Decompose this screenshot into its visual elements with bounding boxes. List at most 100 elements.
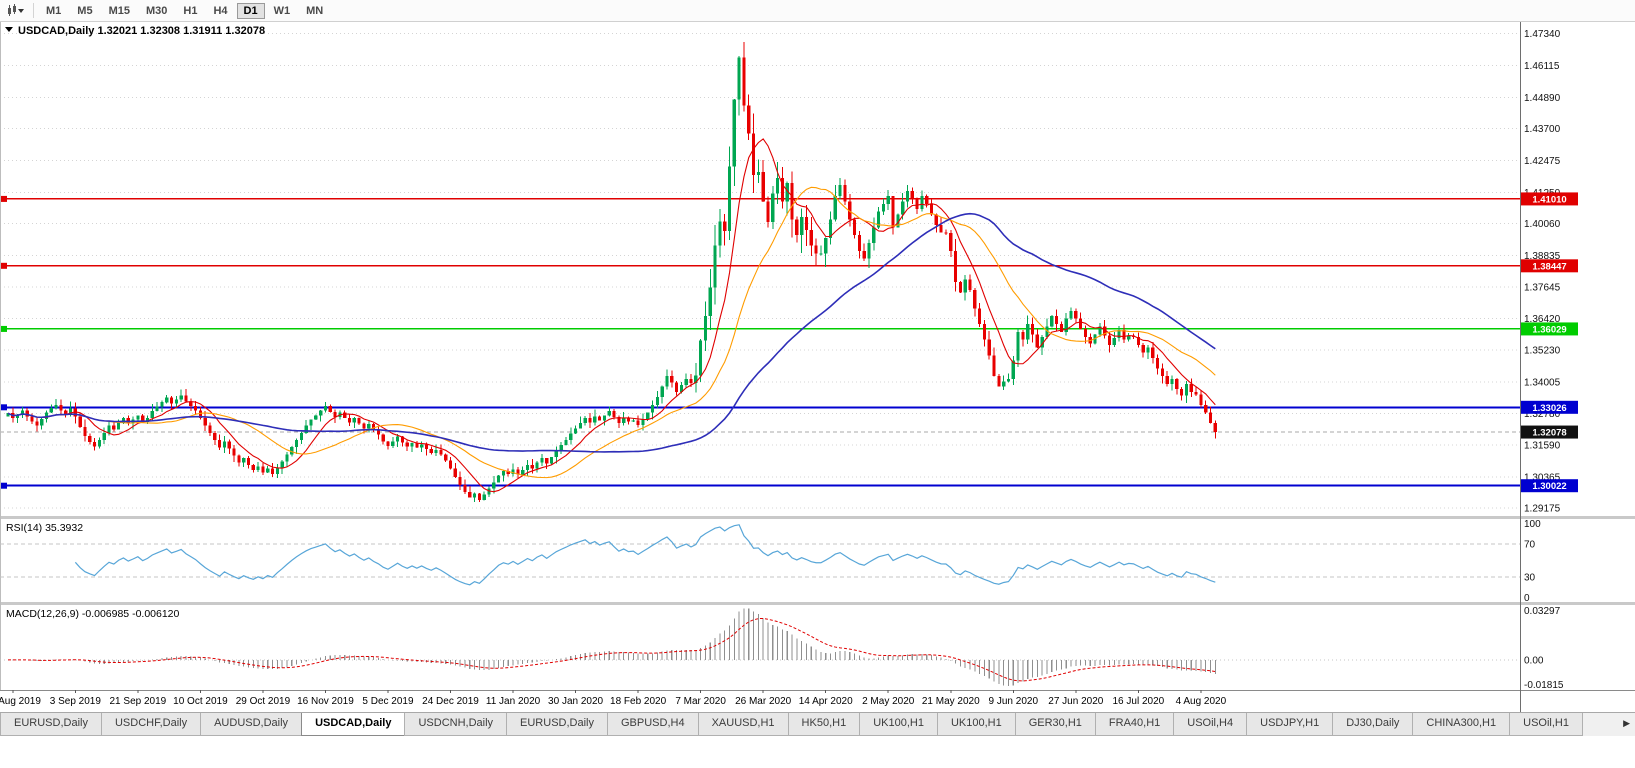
timeframe-button-d1[interactable]: D1 xyxy=(236,2,265,19)
svg-text:16 Jul 2020: 16 Jul 2020 xyxy=(1112,696,1164,707)
timeframe-toolbar: M1 M5 M15 M30 H1 H4 D1 W1 MN xyxy=(0,0,1635,22)
tabs-scroll-right-button[interactable]: ▶ xyxy=(1623,718,1630,728)
chart-tabs: EURUSD,Daily USDCHF,Daily AUDUSD,Daily USDC… xyxy=(0,713,1583,736)
svg-text:1.32078: 1.32078 xyxy=(1532,428,1566,439)
chart-tab[interactable]: DJ30,Daily xyxy=(1332,713,1414,736)
svg-text:1.37645: 1.37645 xyxy=(1524,282,1561,293)
svg-text:1.30022: 1.30022 xyxy=(1532,481,1566,492)
hline-anchor-1.36029[interactable] xyxy=(1,325,7,332)
candles xyxy=(6,41,1217,503)
timeframe-button-h1[interactable]: H1 xyxy=(183,4,198,17)
svg-text:-0.01815: -0.01815 xyxy=(1524,680,1564,691)
svg-text:0: 0 xyxy=(1524,593,1530,604)
chart-tab[interactable]: GER30,H1 xyxy=(1014,713,1096,736)
svg-text:4 Aug 2020: 4 Aug 2020 xyxy=(1176,696,1227,707)
ma-slow-line xyxy=(7,212,1216,453)
chart-tab[interactable]: USDJPY,H1 xyxy=(1246,713,1334,736)
svg-text:21 Sep 2019: 21 Sep 2019 xyxy=(110,696,167,707)
price-badge-1.36029: 1.36029 xyxy=(1521,322,1578,336)
svg-text:1.36029: 1.36029 xyxy=(1532,324,1566,335)
svg-text:0.00: 0.00 xyxy=(1524,655,1544,666)
terminal-window: M1 M5 M15 M30 H1 H4 D1 W1 MN 1.47340 1.46115 1.448… xyxy=(0,0,1635,736)
svg-text:70: 70 xyxy=(1524,539,1536,550)
rsi-line xyxy=(74,524,1216,586)
svg-text:7 Mar 2020: 7 Mar 2020 xyxy=(675,696,726,707)
timeframe-buttons: M1 M5 M15 M30 H1 H4 D1 W1 MN xyxy=(39,2,330,19)
svg-text:15 Aug 2019: 15 Aug 2019 xyxy=(0,696,41,707)
chart-tab[interactable]: FRA40,H1 xyxy=(1094,713,1175,736)
chart-tab[interactable]: USDCNH,Daily xyxy=(404,713,508,736)
svg-text:1.41010: 1.41010 xyxy=(1532,194,1566,205)
chart-tab[interactable]: EURUSD,Daily xyxy=(0,713,102,736)
svg-text:29 Oct 2019: 29 Oct 2019 xyxy=(236,696,291,707)
candlestick-periods-icon xyxy=(8,4,24,16)
svg-text:1.38835: 1.38835 xyxy=(1524,251,1561,262)
price-badge-1.41010: 1.41010 xyxy=(1521,192,1578,206)
panel-separators[interactable] xyxy=(0,516,1635,691)
svg-text:18 Feb 2020: 18 Feb 2020 xyxy=(610,696,667,707)
svg-text:1.40060: 1.40060 xyxy=(1524,219,1561,230)
macd-histogram xyxy=(12,608,1216,687)
price-grid xyxy=(0,33,1520,509)
svg-text:2 May 2020: 2 May 2020 xyxy=(862,696,915,707)
svg-text:1.42475: 1.42475 xyxy=(1524,156,1561,167)
svg-text:9 Jun 2020: 9 Jun 2020 xyxy=(989,696,1039,707)
rsi-label: RSI(14) 35.3932 xyxy=(6,522,83,534)
timeframe-button-m30[interactable]: M30 xyxy=(145,4,168,17)
timeframe-button-w1[interactable]: W1 xyxy=(273,4,291,17)
hline-anchor-1.41010[interactable] xyxy=(1,195,7,202)
timeframe-button-h4[interactable]: H4 xyxy=(213,4,228,17)
macd-signal-line xyxy=(7,617,1216,682)
price-badge-1.33026: 1.33026 xyxy=(1521,400,1578,414)
svg-text:21 May 2020: 21 May 2020 xyxy=(922,696,980,707)
svg-text:1.43700: 1.43700 xyxy=(1524,124,1561,135)
ma-fast-line xyxy=(7,138,1216,493)
rsi-panel: 100 70 30 0 RSI(14) 35.3932 xyxy=(0,519,1541,604)
current-price-badge: 1.32078 xyxy=(1521,425,1578,439)
chart-tab[interactable]: UK100,H1 xyxy=(936,713,1016,736)
timeframe-button-mn[interactable]: MN xyxy=(306,4,324,17)
chart-tab[interactable]: AUDUSD,Daily xyxy=(200,713,303,736)
svg-text:1.34005: 1.34005 xyxy=(1524,377,1561,388)
chart-tab[interactable]: XAUUSD,H1 xyxy=(697,713,789,736)
chart-tab[interactable]: HK50,H1 xyxy=(787,713,861,736)
chart-tab[interactable]: USDCHF,Daily xyxy=(100,713,202,736)
chart-tab[interactable]: USOil,H4 xyxy=(1173,713,1248,736)
svg-text:16 Nov 2019: 16 Nov 2019 xyxy=(297,696,354,707)
chart-tab[interactable]: CHINA300,H1 xyxy=(1412,713,1511,736)
svg-text:5 Dec 2019: 5 Dec 2019 xyxy=(362,696,414,707)
svg-text:1.47340: 1.47340 xyxy=(1524,29,1561,40)
timeframe-button-m1[interactable]: M1 xyxy=(46,4,62,17)
chart-tab-active[interactable]: USDCAD,Daily xyxy=(301,713,406,736)
timeframe-button-m15[interactable]: M15 xyxy=(108,4,130,17)
macd-panel: 0.03297 0.00 -0.01815 MACD(12,26,9) -0.0069… xyxy=(0,606,1564,691)
svg-text:30: 30 xyxy=(1524,573,1536,584)
svg-text:11 Jan 2020: 11 Jan 2020 xyxy=(486,696,541,707)
svg-text:1.36420: 1.36420 xyxy=(1524,314,1561,325)
svg-text:1.31590: 1.31590 xyxy=(1524,440,1561,451)
horizontal-lines xyxy=(0,195,1520,489)
macd-date-separator xyxy=(0,690,1635,691)
hline-anchor-1.38447[interactable] xyxy=(1,262,7,269)
svg-text:1.30365: 1.30365 xyxy=(1524,472,1561,483)
svg-text:0.03297: 0.03297 xyxy=(1524,606,1561,617)
chart-tab[interactable]: UK100,H1 xyxy=(859,713,938,736)
svg-text:1.32780: 1.32780 xyxy=(1524,409,1561,420)
chart-tab[interactable]: EURUSD,Daily xyxy=(506,713,608,736)
chart-corner-marker[interactable] xyxy=(5,27,13,32)
chart-tab[interactable]: USOil,H1 xyxy=(1509,713,1583,736)
svg-text:26 Mar 2020: 26 Mar 2020 xyxy=(735,696,792,707)
svg-text:100: 100 xyxy=(1524,519,1541,530)
hline-anchor-1.33026[interactable] xyxy=(1,404,7,411)
svg-text:1.33026: 1.33026 xyxy=(1532,403,1566,414)
ma-mid-line xyxy=(7,186,1216,479)
price-rsi-splitter xyxy=(0,516,1635,519)
chart-tab[interactable]: GBPUSD,H4 xyxy=(607,713,699,736)
svg-text:1.35230: 1.35230 xyxy=(1524,345,1561,356)
chart-area[interactable]: 1.473401.461151.448901.437001.424751.412… xyxy=(0,22,1635,712)
svg-text:1.38447: 1.38447 xyxy=(1532,261,1566,272)
periods-dropdown-icon[interactable] xyxy=(4,2,28,20)
chart-ohlc-header: USDCAD,Daily 1.32021 1.32308 1.31911 1.3… xyxy=(18,25,265,37)
timeframe-button-m5[interactable]: M5 xyxy=(77,4,93,17)
hline-anchor-1.30022[interactable] xyxy=(1,482,7,489)
